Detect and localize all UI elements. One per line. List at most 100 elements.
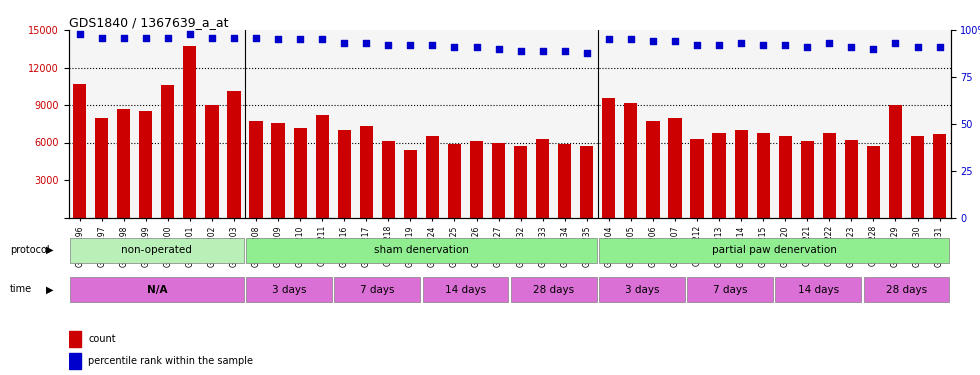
Point (711, 42, 727, 48)
Point (182, 31, 198, 37)
Point (689, 42, 705, 48)
Point (491, 46, 507, 52)
Text: N/A: N/A (147, 285, 167, 295)
FancyBboxPatch shape (70, 238, 244, 263)
Point (226, 34, 242, 40)
FancyBboxPatch shape (70, 277, 244, 302)
Bar (668, 117, 682, 218)
Bar (382, 141, 395, 218)
FancyBboxPatch shape (599, 238, 950, 263)
Bar (647, 121, 660, 218)
Bar (536, 139, 549, 218)
Point (733, 40, 749, 46)
Bar (161, 85, 174, 218)
Text: protocol: protocol (10, 245, 49, 255)
Bar (183, 46, 196, 217)
Point (800, 44, 815, 50)
Point (888, 40, 904, 46)
Text: GDS1840 / 1367639_a_at: GDS1840 / 1367639_a_at (69, 16, 228, 29)
Point (601, 36, 616, 42)
Text: time: time (10, 285, 32, 294)
Bar (867, 146, 880, 218)
Bar (889, 105, 903, 218)
Text: 7 days: 7 days (712, 285, 748, 295)
FancyBboxPatch shape (775, 277, 861, 302)
Point (821, 40, 837, 46)
Point (359, 40, 374, 46)
FancyBboxPatch shape (687, 277, 773, 302)
FancyBboxPatch shape (863, 277, 950, 302)
Bar (580, 146, 594, 218)
Bar (404, 150, 417, 217)
Text: 3 days: 3 days (271, 285, 307, 295)
Bar (735, 130, 748, 218)
Bar (227, 91, 241, 218)
Point (557, 48, 572, 54)
Text: 28 days: 28 days (533, 285, 574, 295)
Text: count: count (88, 334, 116, 344)
Bar (448, 144, 462, 218)
Point (292, 36, 308, 42)
Bar (559, 144, 571, 218)
Point (513, 48, 528, 54)
Point (909, 44, 925, 50)
Bar (845, 140, 858, 218)
Bar (95, 117, 108, 218)
Point (204, 34, 220, 40)
Bar (712, 132, 725, 218)
Bar (425, 136, 439, 218)
Point (116, 34, 131, 40)
Text: sham denervation: sham denervation (374, 245, 468, 255)
Bar (778, 136, 792, 218)
Bar (911, 136, 924, 218)
Text: percentile rank within the sample: percentile rank within the sample (88, 356, 253, 366)
Bar (602, 98, 615, 218)
Point (623, 36, 639, 42)
Bar (690, 139, 704, 218)
Bar (360, 126, 372, 218)
Bar (69, 331, 80, 346)
Point (535, 48, 551, 54)
FancyBboxPatch shape (422, 277, 509, 302)
Text: partial paw denervation: partial paw denervation (711, 245, 837, 255)
Point (94, 34, 110, 40)
Bar (757, 132, 770, 218)
Text: 14 days: 14 days (798, 285, 839, 295)
Bar (514, 146, 527, 218)
Bar (294, 128, 307, 218)
Bar (470, 141, 483, 218)
Point (645, 38, 661, 44)
Point (403, 42, 418, 48)
Point (270, 36, 286, 42)
Point (248, 34, 264, 40)
Bar (624, 102, 638, 218)
FancyBboxPatch shape (246, 277, 332, 302)
Point (777, 42, 793, 48)
Point (424, 42, 440, 48)
Text: 14 days: 14 days (445, 285, 486, 295)
Point (865, 46, 881, 52)
Bar (337, 130, 351, 218)
Point (667, 38, 683, 44)
Point (447, 44, 463, 50)
Bar (206, 105, 219, 218)
Bar (316, 115, 329, 218)
Bar (271, 123, 285, 218)
FancyBboxPatch shape (511, 277, 597, 302)
Point (380, 42, 396, 48)
Point (932, 44, 948, 50)
Bar (69, 353, 80, 369)
FancyBboxPatch shape (334, 277, 420, 302)
Text: 28 days: 28 days (886, 285, 927, 295)
Text: ▶: ▶ (46, 245, 54, 255)
Text: 7 days: 7 days (360, 285, 395, 295)
Bar (74, 84, 86, 218)
Text: ▶: ▶ (46, 285, 54, 294)
Point (138, 34, 154, 40)
Point (315, 36, 330, 42)
Point (579, 50, 595, 55)
Point (756, 42, 771, 48)
FancyBboxPatch shape (599, 277, 685, 302)
Point (72, 31, 87, 37)
Point (844, 44, 859, 50)
